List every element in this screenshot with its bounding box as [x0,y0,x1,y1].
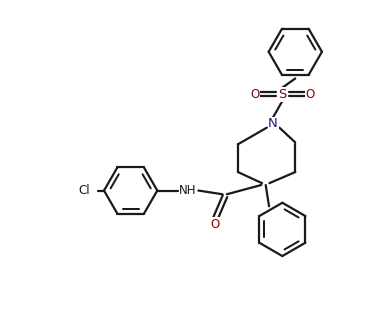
Text: O: O [210,218,219,231]
Text: O: O [250,88,259,101]
Text: O: O [305,88,315,101]
Text: Cl: Cl [78,184,90,197]
Text: N: N [268,118,278,131]
Text: NH: NH [179,184,197,197]
Text: S: S [278,88,287,101]
